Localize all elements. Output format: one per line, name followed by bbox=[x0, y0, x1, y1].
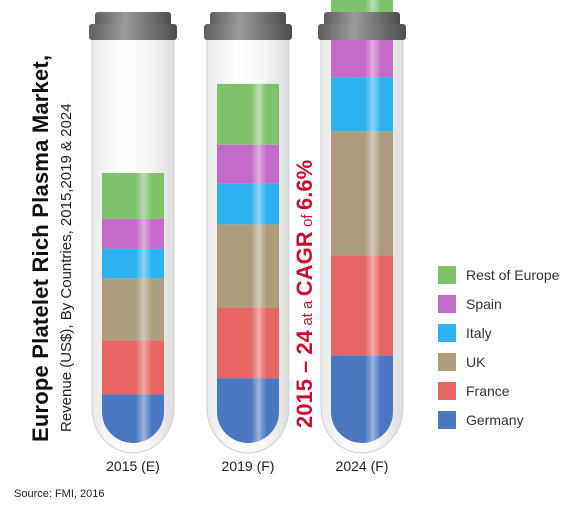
bar-segment bbox=[102, 248, 164, 279]
bar-highlight bbox=[251, 224, 267, 308]
legend-swatch bbox=[438, 381, 456, 400]
bar-segment bbox=[217, 83, 279, 145]
legend-item: Rest of Europe bbox=[438, 260, 559, 289]
bar-segment bbox=[217, 308, 279, 379]
bar-highlight bbox=[136, 340, 152, 395]
legend-item: Italy bbox=[438, 318, 559, 347]
cagr-value: 6.6% bbox=[292, 159, 317, 210]
bar-highlight bbox=[365, 77, 381, 132]
bar-segment bbox=[217, 144, 279, 184]
bar-segment bbox=[102, 278, 164, 341]
legend-label: UK bbox=[466, 353, 486, 370]
x-tick-label: 2019 (F) bbox=[222, 458, 275, 474]
bar-segment bbox=[331, 77, 393, 132]
legend-item: France bbox=[438, 376, 559, 405]
bar-segment bbox=[331, 131, 393, 256]
bar-highlight bbox=[251, 378, 267, 443]
legend-swatch bbox=[438, 352, 456, 371]
bar-highlight bbox=[136, 218, 152, 249]
tube-cap-rim bbox=[318, 24, 406, 40]
bar-highlight bbox=[136, 248, 152, 279]
legend-swatch bbox=[438, 294, 456, 313]
legend-label: France bbox=[466, 382, 510, 399]
cagr-annotation: 2015 – 24 at a CAGR of 6.6% bbox=[292, 160, 318, 428]
legend-label: Rest of Europe bbox=[466, 266, 560, 283]
bar-highlight bbox=[136, 278, 152, 341]
cagr-at-a: at a bbox=[299, 300, 316, 326]
cagr-label: CAGR bbox=[292, 231, 317, 297]
bar-segment bbox=[217, 378, 279, 443]
bar-segment bbox=[217, 224, 279, 308]
bar-segment bbox=[331, 255, 393, 356]
cagr-range: 2015 – 24 bbox=[292, 330, 317, 428]
stack-2 bbox=[331, 0, 393, 443]
legend-swatch bbox=[438, 410, 456, 429]
tube-cap-rim bbox=[204, 24, 292, 40]
legend-item: Germany bbox=[438, 405, 559, 434]
legend-swatch bbox=[438, 323, 456, 342]
bar-highlight bbox=[365, 131, 381, 256]
legend-swatch bbox=[438, 265, 456, 284]
bar-segment bbox=[102, 173, 164, 219]
bar-highlight bbox=[251, 144, 267, 184]
bar-highlight bbox=[136, 173, 152, 219]
x-tick-label: 2015 (E) bbox=[106, 458, 160, 474]
tube-cap-rim bbox=[89, 24, 177, 40]
bar-segment bbox=[331, 355, 393, 443]
stack-1 bbox=[217, 83, 279, 443]
bar-segment bbox=[102, 218, 164, 249]
chart-title: Europe Platelet Rich Plasma Market, bbox=[28, 54, 53, 442]
bar-highlight bbox=[251, 183, 267, 225]
bar-highlight bbox=[136, 394, 152, 443]
tube-cap-top bbox=[324, 12, 400, 26]
bar-segment bbox=[217, 183, 279, 225]
bar-highlight bbox=[365, 255, 381, 356]
legend-item: Spain bbox=[438, 289, 559, 318]
tube-0 bbox=[89, 12, 177, 454]
stack-0 bbox=[102, 173, 164, 443]
bar-segment bbox=[102, 340, 164, 395]
bar-segment bbox=[102, 394, 164, 443]
bar-highlight bbox=[251, 83, 267, 145]
legend-label: Italy bbox=[466, 324, 492, 341]
legend-label: Spain bbox=[466, 295, 502, 312]
tube-2 bbox=[318, 0, 406, 454]
bar-highlight bbox=[365, 355, 381, 443]
source-note: Source: FMI, 2016 bbox=[14, 488, 105, 500]
chart-legend: Rest of Europe Spain Italy UK France Germany bbox=[438, 260, 559, 434]
bar-highlight bbox=[251, 308, 267, 379]
legend-label: Germany bbox=[466, 411, 524, 428]
tube-1 bbox=[204, 12, 292, 454]
tube-cap-top bbox=[95, 12, 171, 26]
x-tick-label: 2024 (F) bbox=[336, 458, 389, 474]
legend-item: UK bbox=[438, 347, 559, 376]
chart-subtitle: Revenue (US$), By Countries, 2015,2019 &… bbox=[58, 103, 75, 432]
cagr-of: of bbox=[299, 214, 316, 227]
tube-cap-top bbox=[210, 12, 286, 26]
